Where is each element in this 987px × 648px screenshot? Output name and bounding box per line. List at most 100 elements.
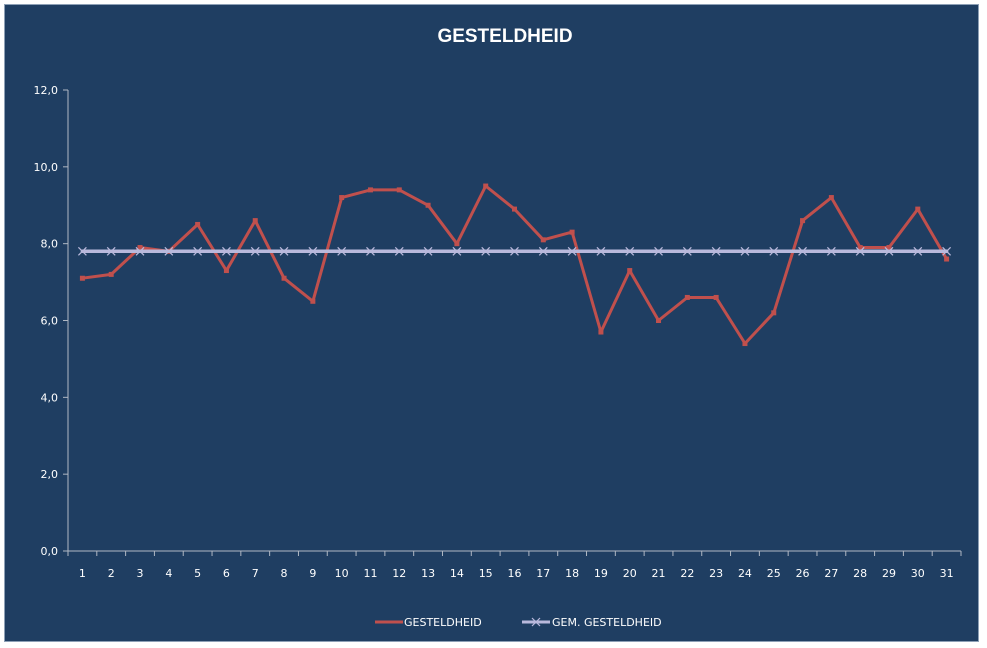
- data-point: [540, 237, 546, 243]
- x-tick-label: 30: [911, 567, 925, 580]
- avg-marker: [394, 246, 404, 256]
- avg-marker: [740, 246, 750, 256]
- data-point: [310, 298, 316, 304]
- x-tick-label: 3: [137, 567, 144, 580]
- avg-marker: [106, 246, 116, 256]
- data-point: [281, 275, 287, 281]
- avg-marker: [682, 246, 692, 256]
- x-tick-label: 25: [767, 567, 781, 580]
- x-tick-label: 6: [223, 567, 230, 580]
- avg-marker: [279, 246, 289, 256]
- legend-item-gem-gesteldheid: GEM. GESTELDHEID: [522, 616, 662, 629]
- avg-marker: [337, 246, 347, 256]
- data-point: [396, 187, 402, 193]
- data-point: [800, 218, 806, 224]
- x-tick-label: 15: [479, 567, 493, 580]
- x-tick-label: 23: [709, 567, 723, 580]
- data-point: [223, 268, 229, 274]
- data-point: [886, 245, 892, 251]
- data-point: [713, 294, 719, 300]
- x-tick-label: 11: [363, 567, 377, 580]
- x-tick-label: 1: [79, 567, 86, 580]
- data-point: [656, 318, 662, 323]
- avg-marker: [826, 246, 836, 256]
- series-layer: [77, 183, 952, 347]
- avg-marker: [222, 246, 231, 256]
- data-point: [137, 245, 143, 251]
- x-tick-label: 19: [594, 567, 608, 580]
- avg-marker: [855, 246, 865, 256]
- avg-marker: [77, 246, 87, 256]
- avg-marker: [711, 246, 721, 256]
- avg-marker: [625, 246, 635, 256]
- y-tick-label: 6,0: [41, 315, 59, 328]
- data-point: [857, 245, 863, 251]
- avg-marker: [481, 246, 491, 256]
- x-tick-label: 13: [421, 567, 435, 580]
- avg-marker: [769, 246, 779, 256]
- data-point: [771, 310, 777, 316]
- avg-marker: [423, 246, 433, 256]
- y-tick-label: 4,0: [41, 391, 59, 404]
- data-point: [569, 229, 575, 235]
- x-tick-label: 21: [652, 567, 666, 580]
- data-point: [108, 271, 114, 277]
- data-point: [425, 202, 431, 208]
- x-tick-label: 7: [252, 567, 259, 580]
- x-tick-label: 22: [680, 567, 694, 580]
- avg-marker: [135, 246, 145, 256]
- avg-marker: [884, 246, 894, 256]
- x-tick-label: 18: [565, 567, 579, 580]
- data-point: [367, 187, 373, 193]
- x-tick-label: 14: [450, 567, 464, 580]
- series-gem-gesteldheid: [77, 246, 952, 256]
- x-tick-label: 27: [824, 567, 838, 580]
- x-tick-label: 24: [738, 567, 752, 580]
- x-tick-label: 8: [281, 567, 288, 580]
- x-tick-label: 31: [940, 567, 954, 580]
- y-tick-label: 0,0: [41, 545, 59, 558]
- series-gesteldheid: [79, 183, 950, 347]
- data-point: [512, 206, 517, 212]
- x-tick-label: 4: [165, 567, 172, 580]
- x-tick-label: 10: [335, 567, 349, 580]
- y-tick-label: 2,0: [41, 468, 59, 481]
- data-point: [454, 241, 460, 247]
- data-point: [627, 268, 633, 274]
- data-point: [915, 206, 921, 212]
- x-tick-label: 5: [194, 567, 201, 580]
- avg-marker: [654, 246, 663, 256]
- y-tick-label: 12,0: [34, 84, 59, 97]
- data-point: [944, 256, 950, 262]
- legend-marker: [531, 617, 541, 627]
- avg-marker: [798, 246, 807, 256]
- legend-label: GESTELDHEID: [404, 616, 482, 629]
- avg-marker: [164, 246, 174, 256]
- data-point: [79, 275, 85, 281]
- legend-label: GEM. GESTELDHEID: [552, 616, 662, 629]
- avg-marker: [538, 246, 548, 256]
- chart-area: [4, 4, 979, 642]
- data-point: [483, 183, 489, 189]
- axes: [63, 89, 962, 556]
- avg-marker: [913, 246, 923, 256]
- x-tick-label: 29: [882, 567, 896, 580]
- avg-marker: [567, 246, 577, 256]
- x-tick-label: 2: [108, 567, 115, 580]
- avg-marker: [452, 246, 462, 256]
- chart-title: GESTELDHEID: [437, 26, 572, 47]
- x-tick-label: 26: [796, 567, 810, 580]
- y-tick-label: 10,0: [34, 161, 59, 174]
- data-point: [252, 218, 258, 224]
- x-tick-label: 28: [853, 567, 867, 580]
- avg-marker: [596, 246, 606, 256]
- y-tick-label: 8,0: [41, 238, 59, 251]
- avg-marker: [250, 246, 260, 256]
- data-point: [828, 195, 834, 201]
- legend: GESTELDHEID GEM. GESTELDHEID: [375, 616, 662, 629]
- data-point: [598, 329, 604, 335]
- x-tick-label: 20: [623, 567, 637, 580]
- avg-marker: [193, 246, 203, 256]
- data-point: [742, 341, 748, 347]
- y-tick-labels: 0,0 2,0 4,0 6,0 8,0 10,0 12,0: [34, 84, 59, 558]
